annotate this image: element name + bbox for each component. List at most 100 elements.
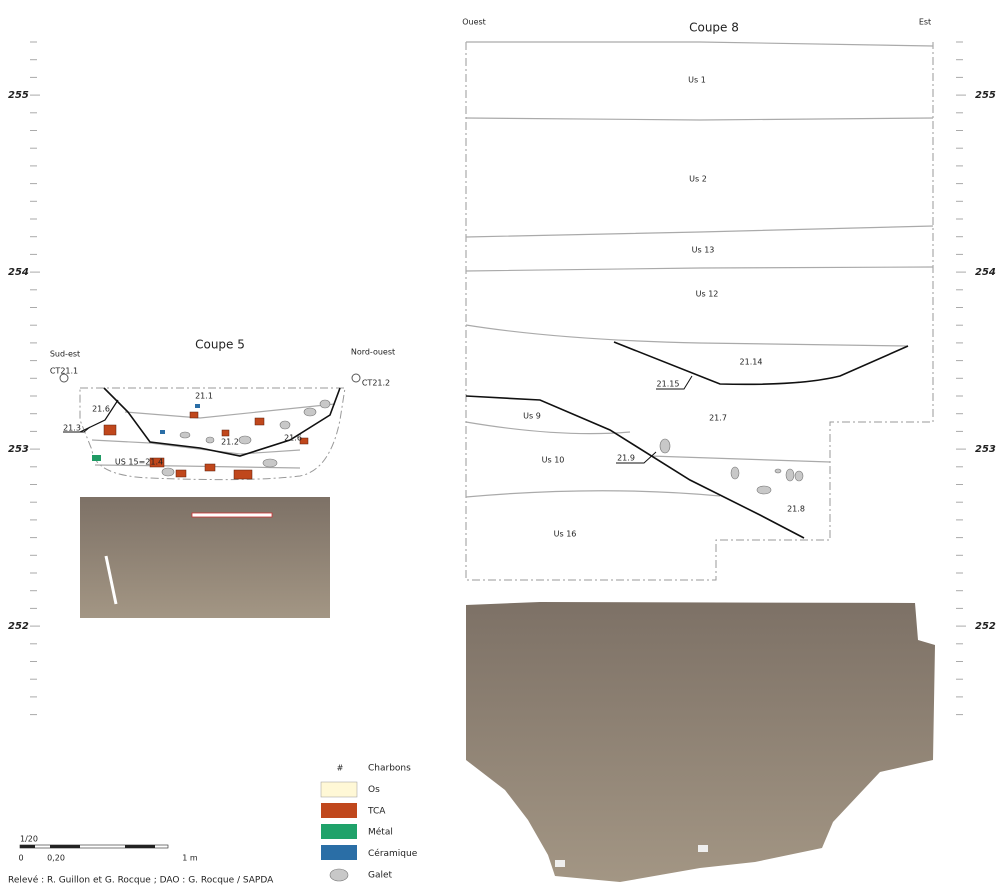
datum-marker bbox=[351, 373, 361, 383]
layer-label: Us 13 bbox=[692, 246, 715, 255]
layer-label: 21.6 bbox=[284, 434, 302, 443]
elevation-label: 253 bbox=[8, 444, 29, 455]
legend-swatch bbox=[329, 868, 349, 882]
tca bbox=[189, 411, 199, 419]
datum-label: CT21.1 bbox=[50, 367, 78, 376]
stone bbox=[205, 436, 215, 444]
tca bbox=[175, 469, 187, 478]
photo-tag bbox=[555, 860, 565, 867]
scale-bar bbox=[125, 845, 155, 848]
cut-line bbox=[103, 387, 341, 457]
layer-label: 21.8 bbox=[787, 505, 805, 514]
stone bbox=[794, 470, 804, 482]
layer-label: Us 12 bbox=[696, 290, 719, 299]
stone bbox=[279, 420, 291, 430]
tca bbox=[149, 457, 165, 468]
layer-label: Us 10 bbox=[542, 456, 565, 465]
scale-label: 1 m bbox=[182, 854, 198, 863]
layer-line bbox=[465, 225, 934, 238]
layer-line bbox=[465, 490, 721, 498]
label-leader bbox=[616, 451, 657, 464]
elevation-label: 252 bbox=[8, 621, 29, 632]
datum-label: CT21.2 bbox=[362, 379, 390, 388]
orientation-label: Nord-ouest bbox=[351, 348, 395, 357]
stone bbox=[730, 466, 740, 480]
scale-ratio: 1/20 bbox=[20, 835, 38, 844]
section-title: Coupe 8 bbox=[689, 21, 739, 35]
legend-label: Métal bbox=[368, 827, 393, 838]
scale-label: 0 bbox=[18, 854, 23, 863]
tca bbox=[221, 429, 230, 437]
elevation-label: 252 bbox=[975, 621, 996, 632]
layer-line bbox=[94, 464, 301, 469]
stone bbox=[303, 407, 317, 417]
label-leader bbox=[63, 426, 91, 433]
legend-label: Charbons bbox=[368, 764, 411, 774]
elevation-label: 255 bbox=[8, 90, 29, 101]
tca bbox=[204, 463, 216, 472]
legend-swatch bbox=[321, 803, 357, 818]
orientation-label: Ouest bbox=[462, 18, 486, 27]
scale-bar bbox=[20, 845, 35, 848]
orientation-label: Sud-est bbox=[50, 350, 80, 359]
layer-label: 21.1 bbox=[195, 392, 213, 401]
elevation-label: 253 bbox=[975, 444, 996, 455]
stone bbox=[659, 438, 671, 454]
stone bbox=[319, 399, 331, 409]
section-title: Coupe 5 bbox=[195, 338, 245, 352]
legend-label: TCA bbox=[367, 806, 386, 816]
layer-label: 21.3 bbox=[63, 424, 81, 433]
legend-swatch bbox=[320, 781, 358, 798]
legend-label: Os bbox=[368, 785, 380, 795]
elevation-label: 254 bbox=[8, 267, 29, 278]
cut-line bbox=[465, 395, 805, 539]
stone bbox=[161, 467, 175, 477]
tca bbox=[103, 424, 117, 436]
layer-label: Us 2 bbox=[689, 175, 707, 184]
layer-line bbox=[465, 324, 909, 347]
photo-scale bbox=[191, 512, 273, 518]
layer-line bbox=[465, 117, 934, 121]
legend-label: Galet bbox=[368, 871, 393, 881]
credits: Relevé : R. Guillon et G. Rocque ; DAO :… bbox=[8, 875, 274, 886]
layer-line bbox=[466, 41, 934, 47]
layer-line bbox=[124, 403, 336, 419]
scale-label: 0,20 bbox=[47, 854, 65, 863]
elevation-label: 254 bbox=[975, 267, 996, 278]
layer-label: Us 16 bbox=[554, 530, 577, 539]
photo-tag bbox=[698, 845, 708, 852]
legend-symbol: # bbox=[337, 764, 344, 773]
ceramic bbox=[160, 430, 165, 434]
legend-swatch bbox=[321, 845, 357, 860]
cut-line bbox=[613, 341, 909, 386]
layer-label: 21.9 bbox=[617, 454, 635, 463]
metal bbox=[92, 455, 101, 461]
stone bbox=[785, 468, 795, 482]
tca bbox=[299, 437, 309, 445]
layer-label: 21.14 bbox=[740, 358, 763, 367]
stone bbox=[262, 458, 278, 468]
legend-swatch bbox=[321, 824, 357, 839]
elevation-rulers: 255 254 253 252 255 254 253 252 bbox=[8, 41, 996, 716]
datum-marker bbox=[59, 373, 69, 383]
stone bbox=[756, 485, 772, 495]
layer-line bbox=[465, 266, 934, 272]
layer-line bbox=[91, 439, 301, 455]
layer-line bbox=[649, 455, 831, 463]
orientation-label: Est bbox=[919, 18, 931, 27]
scale-bar bbox=[50, 845, 80, 848]
layer-label: Us 9 bbox=[523, 412, 541, 421]
stone bbox=[774, 468, 782, 474]
layer-label: 21.2 bbox=[221, 438, 239, 447]
legend: # Charbons Os TCA Métal Céramique Galet bbox=[320, 764, 418, 882]
elevation-label: 255 bbox=[975, 90, 996, 101]
section-photo bbox=[466, 602, 935, 882]
photo-scale bbox=[104, 555, 118, 605]
stone bbox=[179, 431, 191, 439]
layer-label: 21.15 bbox=[657, 380, 680, 389]
layer-label: 21.6 bbox=[92, 405, 110, 414]
tca bbox=[233, 469, 253, 480]
layer-label: Us 1 bbox=[688, 76, 706, 85]
stone bbox=[238, 435, 252, 445]
